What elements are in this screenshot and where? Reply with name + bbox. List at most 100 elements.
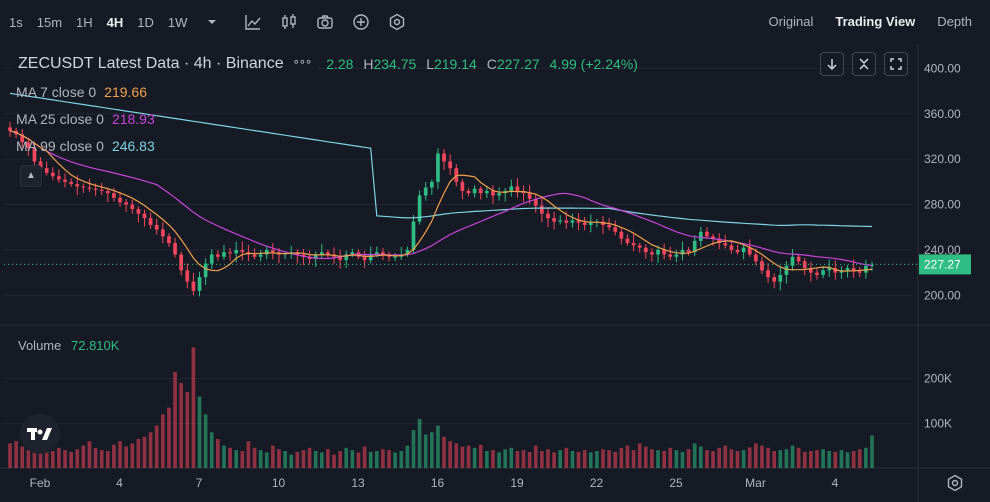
volume-bar: [228, 447, 232, 468]
tab-depth[interactable]: Depth: [937, 14, 972, 29]
candle-body: [87, 187, 92, 189]
candle-body: [686, 249, 691, 253]
candle-body: [344, 254, 349, 261]
indicator-icon[interactable]: [244, 13, 262, 31]
volume-bar: [656, 450, 660, 468]
fullscreen-button[interactable]: [884, 52, 908, 76]
timeframe-selector: 1s 15m 1H 4H 1D 1W: [0, 13, 415, 31]
volume-bar: [662, 451, 666, 468]
price-chart[interactable]: 400.00 360.00 320.00 280.00 240.00 200.00 200K…: [0, 44, 990, 502]
arrow-down-icon: [827, 59, 837, 71]
price-tick-label: 400.00: [924, 61, 961, 75]
ohlc-low: 219.14: [433, 56, 477, 72]
add-icon[interactable]: [352, 13, 370, 31]
tradingview-logo[interactable]: [20, 414, 60, 454]
volume-bar: [582, 450, 587, 468]
candle-body: [827, 268, 832, 271]
volume-bar: [527, 451, 532, 468]
volume-bar: [607, 450, 611, 468]
candle-body: [851, 268, 856, 272]
candle-body: [650, 252, 654, 255]
candle-body: [680, 249, 685, 255]
chart-settings-icon[interactable]: [946, 474, 964, 492]
candle-body: [99, 189, 104, 191]
volume-bar: [790, 445, 795, 468]
volume-bar: [246, 441, 251, 468]
candle-body: [698, 231, 703, 241]
volume-bar: [448, 441, 453, 468]
ma99-label: MA 99 close 0: [16, 137, 104, 154]
candle-body: [209, 254, 214, 264]
volume-bar: [864, 447, 868, 468]
timeframe-15m[interactable]: 15m: [36, 14, 63, 30]
scroll-down-button[interactable]: [820, 52, 844, 76]
candle-body: [729, 245, 734, 250]
volume-value: 72.810K: [71, 338, 120, 353]
volume-bar: [729, 449, 734, 468]
candle-body: [784, 265, 789, 275]
volume-bar: [222, 445, 226, 468]
camera-icon[interactable]: [316, 13, 334, 31]
candle-body: [240, 249, 245, 253]
volume-bar: [674, 450, 679, 468]
last-price-badge: [919, 254, 971, 275]
candle-body: [735, 249, 740, 253]
timeframe-1d[interactable]: 1D: [137, 14, 154, 30]
candle-body: [185, 270, 190, 282]
tab-original[interactable]: Original: [768, 14, 814, 29]
volume-bar: [234, 450, 239, 468]
candle-body: [271, 249, 275, 253]
volume-bar: [613, 451, 618, 468]
candle-body: [136, 209, 141, 214]
collapse-button[interactable]: [852, 52, 876, 76]
volume-tick-label: 100K: [924, 416, 952, 430]
ma7-value: 219.66: [104, 83, 147, 100]
candle-body: [656, 249, 660, 255]
settings-icon[interactable]: [388, 13, 406, 31]
candle-body: [662, 249, 666, 255]
volume-bar: [705, 450, 709, 468]
collapse-legend-icon[interactable]: ▲: [20, 165, 42, 187]
volume-bar: [802, 451, 807, 468]
symbol-box[interactable]: ZECUSDT Latest Data · 4h · Binance °°°: [12, 55, 319, 73]
timeframe-1s[interactable]: 1s: [9, 14, 23, 30]
candle-body: [368, 254, 373, 261]
candle-body: [497, 193, 501, 196]
ma99-legend[interactable]: MA 99 close 0 246.83: [12, 132, 638, 159]
candle-body: [778, 274, 783, 282]
chevron-down-icon[interactable]: [203, 13, 221, 31]
volume-bar: [50, 451, 55, 468]
volume-bar: [264, 452, 269, 468]
volume-bar: [393, 452, 397, 468]
volume-bar: [423, 434, 428, 468]
candle-body: [857, 271, 862, 273]
candle-body: [228, 252, 232, 254]
volume-bar: [760, 445, 764, 468]
ma25-legend[interactable]: MA 25 close 0 218.93: [12, 105, 638, 132]
ma7-legend[interactable]: MA 7 close 0 219.66: [12, 78, 638, 105]
timeframe-4h[interactable]: 4H: [106, 14, 124, 30]
candle-body: [350, 252, 355, 255]
volume-bar: [191, 347, 196, 468]
candle-type-icon[interactable]: [280, 13, 298, 31]
volume-tick-label: 200K: [924, 372, 952, 386]
tab-trading-view[interactable]: Trading View: [835, 14, 916, 29]
volume-bar: [387, 450, 391, 468]
candle-body: [747, 247, 752, 255]
volume-bar: [809, 451, 813, 468]
more-options-icon[interactable]: °°°: [293, 56, 313, 72]
volume-bar: [148, 432, 153, 468]
volume-bar: [87, 441, 92, 468]
time-tick-label: 13: [351, 476, 365, 490]
candle-body: [338, 256, 342, 261]
volume-bar: [827, 451, 832, 468]
ohlc-high: 234.75: [373, 56, 417, 72]
timeframe-1w[interactable]: 1W: [167, 14, 188, 30]
volume-bar: [283, 451, 287, 468]
timeframe-1h[interactable]: 1H: [76, 14, 93, 30]
volume-bar: [619, 447, 624, 468]
candle-body: [631, 243, 636, 246]
collapse-icon: [859, 58, 869, 70]
volume-bar: [576, 451, 581, 468]
candle-body: [754, 254, 758, 262]
